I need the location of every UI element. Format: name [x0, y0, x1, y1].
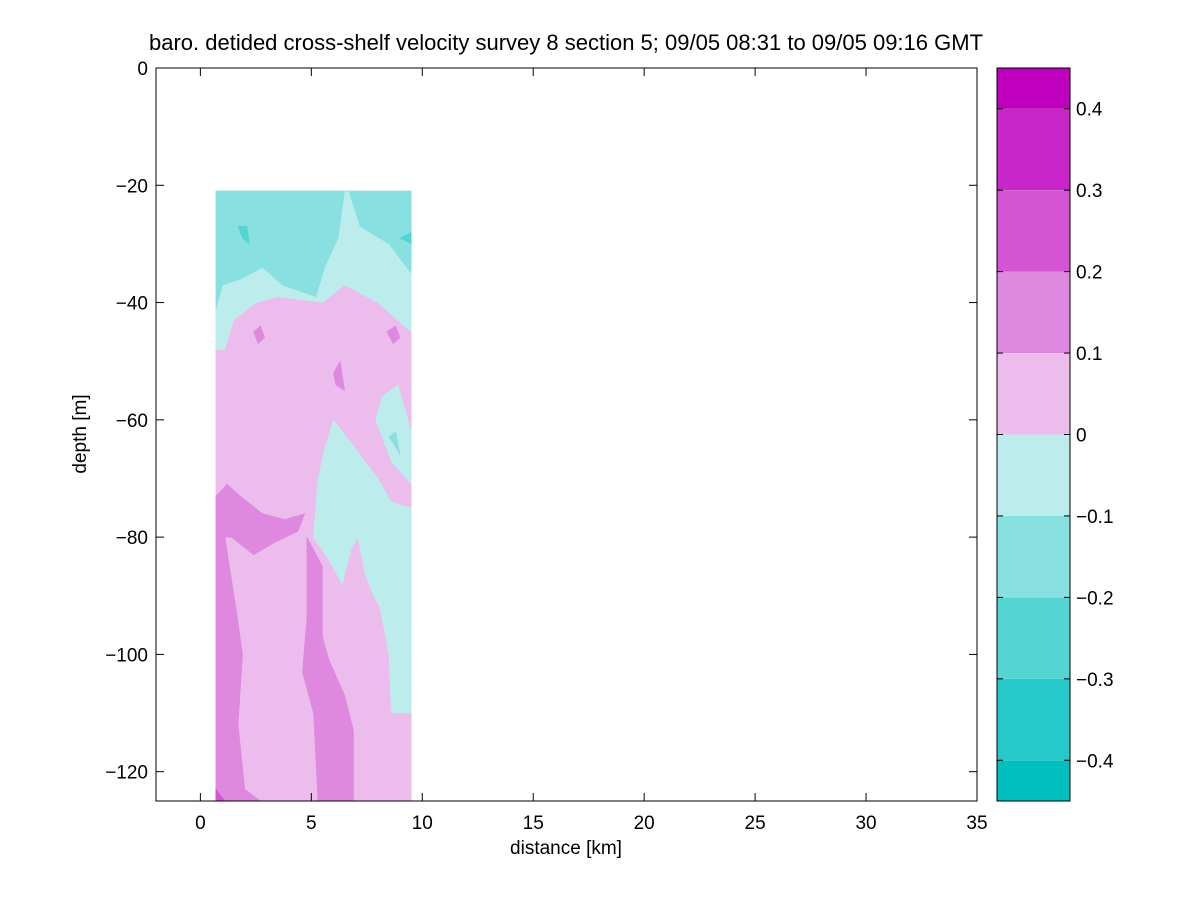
y-tick-label: −40 [116, 294, 148, 315]
colorbar-level [997, 190, 1070, 272]
contour-fill [215, 190, 412, 802]
colorbar-tick-label: 0.1 [1076, 344, 1102, 365]
y-tick-label: −20 [116, 176, 148, 197]
colorbar: −0.4 −0.3 −0.2 −0.1 0 0.1 0.2 0.3 0.4 [996, 67, 1114, 802]
contour-region-7 [388, 431, 401, 456]
contour-region-13 [302, 536, 354, 802]
colorbar-level [997, 353, 1070, 435]
y-tick-label: 0 [137, 59, 148, 80]
colorbar-level [997, 434, 1070, 516]
colorbar-level [997, 68, 1070, 109]
colorbar-level [997, 678, 1070, 761]
colorbar-tick-label: 0.4 [1076, 100, 1103, 121]
contour-region-2 [215, 190, 412, 275]
colorbar-level [997, 597, 1070, 679]
colorbar-tick-label: −0.1 [1076, 507, 1114, 528]
y-tick-label: −80 [116, 528, 148, 549]
x-tick-label: 20 [634, 813, 655, 834]
axes-box [155, 67, 978, 802]
colorbar-level [997, 760, 1070, 801]
contour-region-10 [253, 325, 266, 345]
contour-region-4 [237, 226, 250, 245]
x-tick-label: 5 [306, 813, 317, 834]
chart-title: baro. detided cross-shelf velocity surve… [149, 30, 983, 55]
contour-region-3 [215, 190, 345, 309]
colorbar-tick-label: −0.2 [1076, 588, 1114, 609]
contour-region-8 [313, 419, 412, 714]
y-axis-label: depth [m] [70, 394, 91, 473]
contour-region-9 [333, 360, 345, 392]
colorbar-tick-label: −0.4 [1076, 751, 1114, 772]
colorbar-tick-label: 0.3 [1076, 181, 1102, 202]
x-tick-label: 35 [966, 813, 987, 834]
colorbar-tick-label: 0.2 [1076, 263, 1102, 284]
y-tick-label: −120 [105, 763, 148, 784]
colorbar-tick-label: 0 [1076, 426, 1087, 447]
contour-region-11 [386, 325, 401, 345]
y-tick-label: −60 [116, 411, 148, 432]
x-tick-label: 25 [745, 813, 766, 834]
y-tick-label: −100 [105, 645, 148, 666]
x-tick-label: 10 [412, 813, 433, 834]
contour-region-12 [215, 483, 306, 802]
y-axis: 0 −20 −40 −60 −80 −100 −120 [105, 59, 977, 784]
x-axis-label: distance [km] [510, 838, 622, 859]
x-tick-label: 0 [195, 813, 206, 834]
colorbar-level [997, 271, 1070, 353]
colorbar-level [997, 515, 1070, 598]
contour-region-5 [399, 231, 412, 245]
colorbar-level [997, 108, 1070, 191]
colorbar-tick-label: −0.3 [1076, 670, 1114, 691]
x-tick-label: 15 [523, 813, 544, 834]
x-tick-label: 30 [855, 813, 876, 834]
x-axis: 0 5 10 15 20 25 30 35 [195, 68, 988, 834]
